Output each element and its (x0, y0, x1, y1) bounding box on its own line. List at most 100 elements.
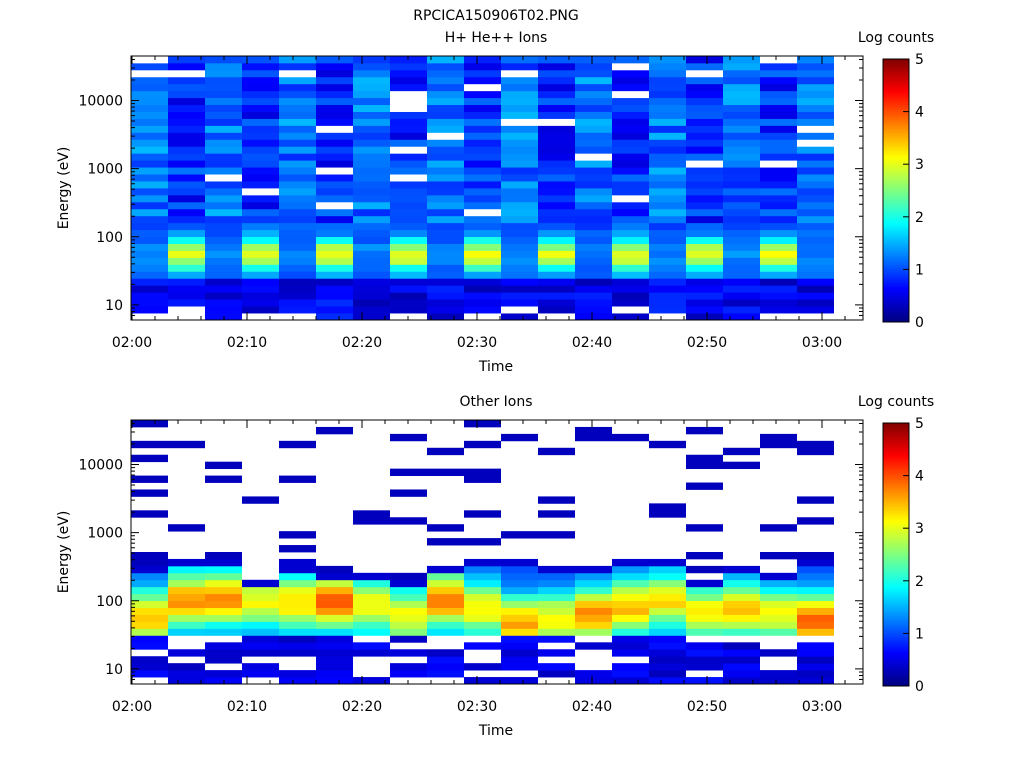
heatmap-cell (501, 215, 538, 224)
heatmap-cell (649, 292, 686, 300)
heatmap-cell (760, 194, 797, 203)
heatmap-cell (353, 642, 390, 650)
heatmap-cell (131, 104, 168, 112)
colorbar-tick-label: 0 (915, 315, 924, 331)
heatmap-cell (575, 670, 612, 678)
heatmap-cell (760, 236, 797, 244)
heatmap-cell (131, 593, 168, 602)
colorbar-segment (883, 519, 909, 523)
heatmap-cell (686, 222, 723, 231)
heatmap-cell (205, 271, 242, 279)
colorbar-segment (883, 194, 909, 198)
heatmap-cell (538, 69, 575, 78)
heatmap-cell (501, 201, 538, 210)
heatmap-cell (612, 649, 649, 657)
heatmap-cell (612, 167, 649, 175)
heatmap-cell (427, 538, 464, 546)
heatmap-cell (316, 201, 353, 210)
heatmap-cell (242, 607, 279, 615)
heatmap-cell (612, 565, 649, 574)
heatmap-cell (279, 222, 316, 231)
colorbar-segment (883, 218, 909, 222)
heatmap-cell (427, 593, 464, 602)
heatmap-cell (538, 663, 575, 671)
heatmap-cell (612, 306, 649, 314)
heatmap-cell (205, 188, 242, 196)
colorbar-segment (883, 89, 909, 93)
heatmap-cell (649, 125, 686, 133)
heatmap-cell (242, 208, 279, 217)
colorbar-segment (883, 659, 909, 663)
heatmap-cell (279, 306, 316, 314)
heatmap-cell (723, 565, 760, 574)
heatmap-cell (242, 292, 279, 300)
heatmap-cell (686, 524, 723, 532)
heatmap-cell (538, 208, 575, 217)
colorbar-segment (883, 523, 909, 527)
heatmap-cell (131, 489, 168, 497)
heatmap-cell (723, 62, 760, 71)
heatmap-cell (131, 420, 168, 428)
heatmap-cell (131, 229, 168, 238)
heatmap-cell (353, 572, 390, 581)
heatmap-cell (501, 677, 538, 685)
panel1-frame (130, 55, 864, 321)
heatmap-cell (279, 76, 316, 85)
heatmap-cell (242, 229, 279, 238)
colorbar-segment (883, 563, 909, 566)
heatmap-cell (316, 118, 353, 126)
heatmap-cell (760, 62, 797, 71)
heatmap-cell (390, 572, 427, 581)
panel-other-ions: Other Ions 02:00 02:10 02:20 02:30 02:40 02:5… (56, 394, 934, 739)
heatmap-cell (353, 579, 390, 588)
heatmap-cell (649, 194, 686, 203)
heatmap-cell (316, 125, 353, 133)
heatmap-cell (686, 229, 723, 238)
heatmap-cell (575, 621, 612, 629)
heatmap-cell (316, 607, 353, 615)
heatmap-cell (760, 243, 797, 251)
heatmap-cell (797, 62, 834, 71)
heatmap-cell (464, 153, 501, 161)
heatmap-cell (205, 118, 242, 126)
colorbar-segment (883, 644, 909, 648)
colorbar-segment (883, 534, 909, 538)
heatmap-cell (131, 201, 168, 210)
heatmap-cell (168, 139, 205, 147)
colorbar-segment (883, 622, 909, 626)
heatmap-cell (390, 167, 427, 175)
colorbar-segment (883, 626, 909, 630)
heatmap-cell (205, 586, 242, 595)
heatmap-cell (131, 69, 168, 78)
heatmap-cell (538, 194, 575, 203)
heatmap-cell (205, 614, 242, 622)
heatmap-cell (612, 194, 649, 203)
heatmap-cell (501, 565, 538, 574)
heatmap-cell (205, 236, 242, 244)
colorbar-segment (883, 585, 909, 588)
colorbar-segment (883, 633, 909, 637)
heatmap-cell (501, 586, 538, 595)
heatmap-cell (353, 306, 390, 314)
colorbar-segment (883, 539, 909, 542)
heatmap-cell (353, 299, 390, 307)
heatmap-cell (131, 552, 168, 560)
colorbar-segment (883, 76, 909, 80)
heatmap-cell (686, 243, 723, 251)
heatmap-cell (279, 264, 316, 272)
panel2-colorbar: 0 1 2 3 4 5 (882, 416, 924, 695)
heatmap-cell (760, 271, 797, 279)
colorbar-segment (883, 120, 909, 124)
heatmap-cell (723, 593, 760, 602)
colorbar-segment (883, 142, 909, 145)
heatmap-cell (427, 468, 464, 476)
heatmap-cell (205, 76, 242, 85)
heatmap-cell (316, 153, 353, 161)
colorbar-segment (883, 216, 909, 220)
heatmap-cell (390, 174, 427, 182)
panel1-xlabel: Time (478, 359, 513, 375)
heatmap-cell (649, 677, 686, 685)
heatmap-cell (427, 208, 464, 217)
heatmap-cell (131, 642, 168, 650)
heatmap-cell (501, 56, 538, 64)
